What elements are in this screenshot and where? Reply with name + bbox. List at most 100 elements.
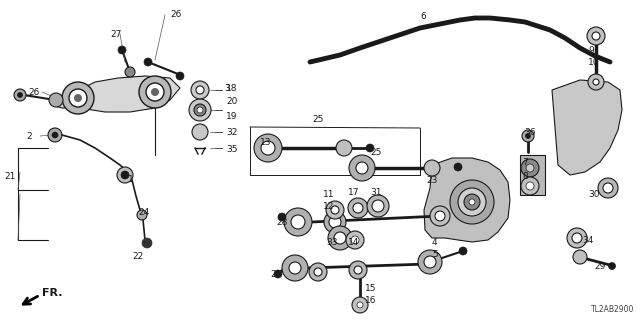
Circle shape (598, 178, 618, 198)
Text: 17: 17 (348, 188, 360, 197)
Text: 18: 18 (226, 84, 237, 93)
Circle shape (450, 180, 494, 224)
Circle shape (324, 211, 346, 233)
Circle shape (52, 132, 58, 138)
Circle shape (526, 182, 534, 190)
Circle shape (521, 177, 539, 195)
Circle shape (464, 194, 480, 210)
Circle shape (354, 266, 362, 274)
Circle shape (372, 200, 384, 212)
Text: 27: 27 (110, 30, 122, 39)
Circle shape (366, 144, 374, 152)
Circle shape (525, 133, 531, 139)
Circle shape (349, 155, 375, 181)
Text: 8: 8 (522, 172, 528, 181)
Text: 11: 11 (323, 190, 335, 199)
Text: 21: 21 (4, 172, 15, 181)
Circle shape (435, 211, 445, 221)
Text: 10: 10 (588, 58, 600, 67)
Circle shape (189, 99, 211, 121)
Circle shape (603, 183, 613, 193)
Circle shape (196, 86, 204, 94)
Circle shape (142, 238, 152, 248)
Circle shape (176, 72, 184, 80)
Circle shape (424, 160, 440, 176)
Circle shape (328, 226, 352, 250)
Circle shape (197, 107, 203, 113)
Circle shape (567, 228, 587, 248)
Circle shape (593, 79, 599, 85)
Text: TL2AB2900: TL2AB2900 (591, 305, 634, 314)
Text: 26: 26 (28, 88, 40, 97)
Circle shape (349, 261, 367, 279)
Text: 2: 2 (26, 132, 31, 141)
Circle shape (192, 124, 208, 140)
Text: 26: 26 (170, 10, 181, 19)
Circle shape (118, 46, 126, 54)
Circle shape (357, 302, 363, 308)
Circle shape (334, 232, 346, 244)
Circle shape (458, 188, 486, 216)
Text: 31: 31 (370, 188, 381, 197)
Text: 32: 32 (226, 128, 237, 137)
Polygon shape (55, 76, 180, 112)
Circle shape (526, 164, 534, 172)
Circle shape (329, 216, 341, 228)
Text: 30: 30 (588, 190, 600, 199)
Text: 36: 36 (524, 128, 536, 137)
Circle shape (588, 74, 604, 90)
Text: 22: 22 (132, 252, 143, 261)
Text: 5: 5 (432, 250, 438, 259)
Text: 13: 13 (260, 138, 271, 147)
Circle shape (289, 262, 301, 274)
Text: 29: 29 (594, 262, 605, 271)
Circle shape (356, 162, 368, 174)
Circle shape (284, 208, 312, 236)
Text: 4: 4 (432, 238, 438, 247)
Text: 9: 9 (588, 46, 594, 55)
Circle shape (418, 250, 442, 274)
Text: 7: 7 (522, 158, 528, 167)
Circle shape (125, 67, 135, 77)
Polygon shape (424, 158, 510, 242)
Circle shape (352, 297, 368, 313)
Circle shape (191, 81, 209, 99)
Circle shape (522, 130, 534, 142)
Text: 35: 35 (226, 145, 237, 154)
Circle shape (459, 247, 467, 255)
Text: 1: 1 (128, 175, 134, 184)
Circle shape (573, 250, 587, 264)
Circle shape (314, 268, 322, 276)
Circle shape (291, 215, 305, 229)
Text: 19: 19 (226, 112, 237, 121)
Circle shape (326, 201, 344, 219)
Polygon shape (520, 155, 545, 195)
Circle shape (137, 210, 147, 220)
Circle shape (424, 256, 436, 268)
Circle shape (430, 206, 450, 226)
Circle shape (282, 255, 308, 281)
Text: 25: 25 (312, 115, 323, 124)
Circle shape (346, 231, 364, 249)
Circle shape (572, 233, 582, 243)
Circle shape (353, 203, 363, 213)
Text: 16: 16 (365, 296, 376, 305)
Text: 28: 28 (276, 218, 287, 227)
Circle shape (521, 159, 539, 177)
Circle shape (261, 141, 275, 155)
Text: 14: 14 (348, 238, 360, 247)
Text: 34: 34 (582, 236, 593, 245)
Circle shape (278, 213, 286, 221)
Text: FR.: FR. (42, 288, 63, 298)
Circle shape (74, 94, 82, 102)
Circle shape (151, 88, 159, 96)
Circle shape (121, 171, 129, 179)
Circle shape (348, 198, 368, 218)
Circle shape (144, 58, 152, 66)
Circle shape (69, 89, 87, 107)
Circle shape (194, 104, 206, 116)
Text: 33: 33 (326, 238, 337, 247)
Text: 25: 25 (370, 148, 381, 157)
Circle shape (454, 163, 462, 171)
Text: 6: 6 (420, 12, 426, 21)
